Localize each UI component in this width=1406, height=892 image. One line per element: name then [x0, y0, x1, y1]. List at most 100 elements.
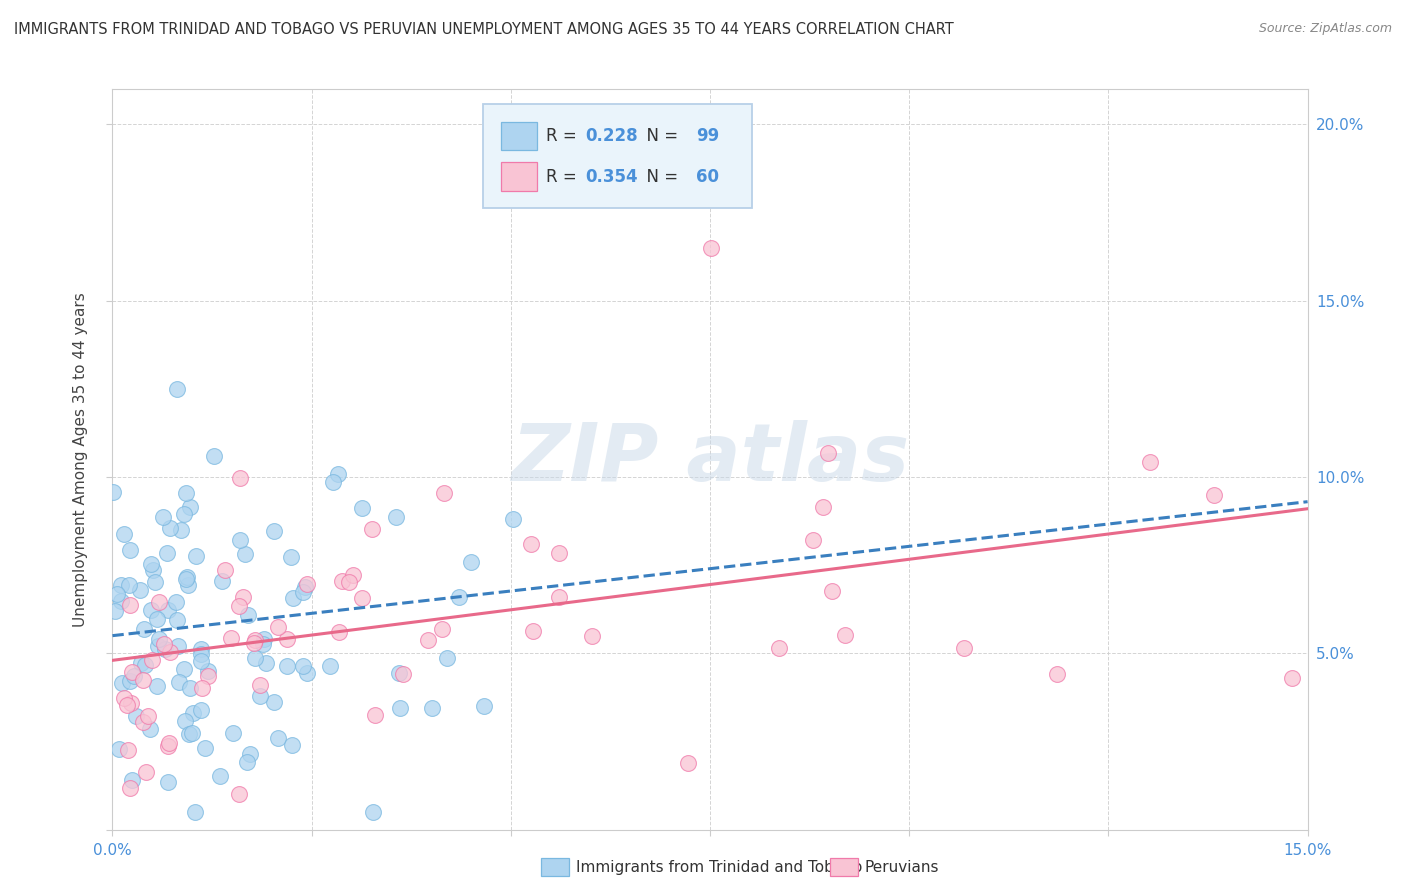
FancyBboxPatch shape	[484, 104, 752, 208]
Bar	[541, 858, 569, 876]
Y-axis label: Unemployment Among Ages 35 to 44 years: Unemployment Among Ages 35 to 44 years	[73, 292, 89, 627]
Point	[153, 637, 176, 651]
Point	[179, 681, 201, 695]
Point	[232, 591, 254, 605]
Point	[167, 639, 190, 653]
Point	[676, 756, 699, 770]
Point	[120, 696, 142, 710]
Point	[146, 640, 169, 654]
Point	[173, 662, 195, 676]
Point	[1202, 488, 1225, 502]
Point	[388, 665, 411, 680]
Point	[350, 591, 373, 606]
Text: N =: N =	[636, 127, 683, 145]
Point	[280, 549, 302, 564]
Point	[145, 680, 167, 694]
Point	[120, 543, 142, 558]
Point	[148, 595, 170, 609]
Point	[108, 742, 131, 756]
Point	[768, 640, 790, 655]
Point	[153, 641, 176, 656]
Text: 99: 99	[696, 127, 718, 145]
Point	[384, 509, 406, 524]
Point	[132, 622, 155, 636]
Point	[111, 676, 134, 690]
Point	[228, 471, 250, 485]
Point	[190, 702, 212, 716]
Point	[330, 574, 353, 589]
Point	[449, 590, 471, 604]
Bar	[501, 122, 537, 150]
Point	[267, 731, 290, 745]
Point	[165, 595, 187, 609]
Point	[228, 787, 250, 801]
Point	[121, 773, 143, 788]
Point	[502, 512, 524, 526]
Point	[173, 714, 195, 729]
Point	[177, 578, 200, 592]
Point	[166, 383, 188, 397]
Point	[267, 620, 290, 634]
Point	[104, 604, 127, 618]
Text: IMMIGRANTS FROM TRINIDAD AND TOBAGO VS PERUVIAN UNEMPLOYMENT AMONG AGES 35 TO 44: IMMIGRANTS FROM TRINIDAD AND TOBAGO VS P…	[14, 22, 953, 37]
Point	[363, 805, 385, 819]
Point	[128, 582, 150, 597]
Point	[121, 665, 143, 680]
Text: R =: R =	[547, 168, 582, 186]
Point	[134, 658, 156, 673]
Point	[253, 632, 276, 647]
Point	[176, 569, 198, 583]
Point	[184, 805, 207, 819]
Point	[291, 585, 314, 599]
Point	[107, 587, 129, 601]
Point	[238, 608, 260, 623]
Point	[110, 594, 132, 608]
Point	[699, 241, 721, 255]
Point	[122, 669, 145, 683]
Point	[430, 622, 453, 636]
Point	[294, 580, 316, 594]
Point	[184, 549, 207, 564]
Point	[145, 612, 167, 626]
Point	[117, 742, 139, 756]
Point	[319, 658, 342, 673]
Point	[167, 675, 190, 690]
Text: ZIP atlas: ZIP atlas	[510, 420, 910, 499]
Point	[249, 690, 271, 704]
Point	[139, 722, 162, 736]
Point	[337, 575, 360, 590]
Point	[125, 708, 148, 723]
Point	[197, 668, 219, 682]
Point	[194, 740, 217, 755]
Point	[361, 522, 384, 536]
Point	[170, 523, 193, 537]
Point	[953, 640, 976, 655]
Point	[283, 591, 305, 605]
Point	[342, 568, 364, 582]
Point	[112, 527, 135, 541]
Point	[173, 507, 195, 521]
Point	[245, 632, 267, 647]
Point	[219, 631, 242, 645]
Point	[190, 642, 212, 657]
Point	[388, 700, 411, 714]
Point	[1046, 667, 1069, 681]
Point	[801, 533, 824, 548]
Point	[350, 500, 373, 515]
Text: Peruvians: Peruvians	[865, 860, 939, 874]
Point	[233, 547, 256, 561]
Point	[581, 629, 603, 643]
Point	[118, 781, 141, 796]
Point	[118, 577, 141, 591]
Point	[263, 695, 285, 709]
Point	[139, 603, 162, 617]
Point	[181, 706, 204, 721]
Point	[422, 700, 444, 714]
Text: 60: 60	[696, 168, 718, 186]
Point	[156, 546, 179, 560]
Point	[110, 578, 132, 592]
Point	[236, 755, 259, 769]
Point	[291, 659, 314, 673]
Point	[263, 524, 285, 539]
Point	[118, 673, 141, 688]
